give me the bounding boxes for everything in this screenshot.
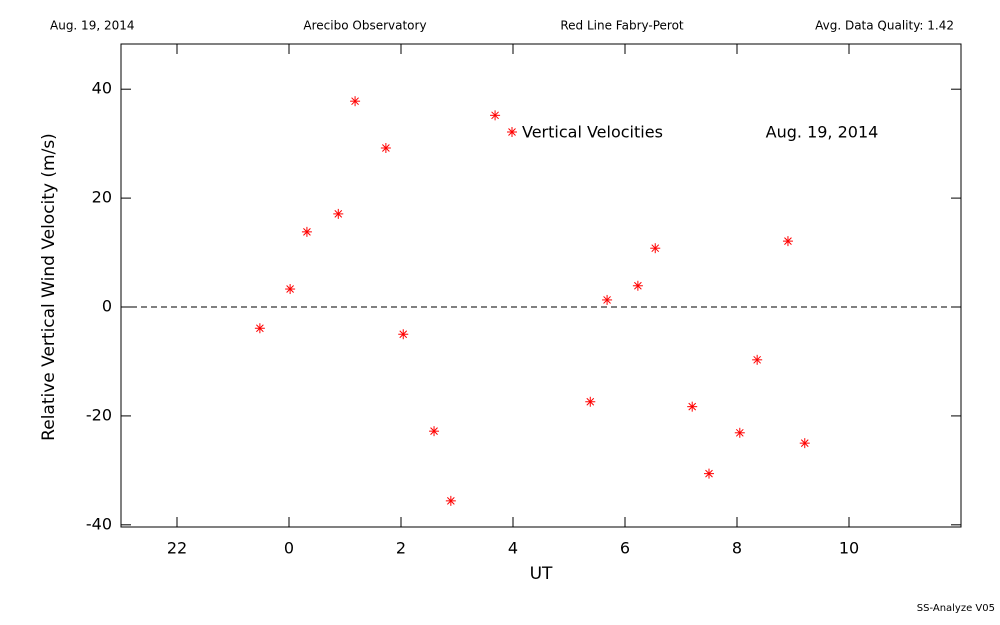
asterisk-stroke	[430, 427, 438, 436]
header-date: Aug. 19, 2014	[50, 19, 135, 33]
header-quality: Avg. Data Quality: 1.42	[815, 19, 954, 33]
asterisk-stroke	[286, 285, 294, 293]
point	[650, 243, 661, 254]
asterisk-stroke	[634, 281, 642, 290]
x-tick-label: 22	[167, 539, 187, 558]
x-tick-label: 10	[839, 539, 859, 558]
point	[333, 208, 344, 219]
point	[301, 226, 312, 237]
legend-symbol	[507, 127, 517, 137]
point	[632, 280, 643, 291]
x-tick-label: 0	[284, 539, 294, 558]
asterisk-stroke	[351, 97, 359, 106]
point	[687, 401, 698, 412]
footer: SS-Analyze V05	[917, 603, 995, 614]
point	[602, 294, 613, 305]
y-axis-label: Relative Vertical Wind Velocity (m/s)	[39, 133, 59, 441]
point	[704, 468, 714, 479]
asterisk-stroke	[651, 244, 660, 253]
asterisk-stroke	[382, 144, 390, 152]
point	[585, 396, 596, 407]
point	[398, 329, 409, 340]
asterisk-stroke	[256, 324, 264, 333]
y-tick-label: -20	[86, 405, 112, 424]
asterisk-stroke	[491, 111, 499, 120]
header-site: Arecibo Observatory	[303, 19, 426, 33]
legend-label: Vertical Velocities	[522, 123, 663, 142]
asterisk-stroke	[446, 497, 455, 505]
x-tick-label: 4	[508, 539, 518, 558]
y-tick-label: -40	[86, 514, 112, 533]
point	[285, 284, 296, 295]
y-tick-label: 0	[102, 297, 112, 316]
asterisk-stroke	[753, 355, 762, 364]
point	[429, 426, 440, 437]
y-tick-label: 20	[92, 188, 112, 207]
asterisk-stroke	[784, 237, 792, 245]
asterisk-stroke	[800, 439, 809, 447]
point	[490, 110, 501, 121]
point	[254, 323, 265, 334]
asterisk-stroke	[688, 402, 697, 411]
asterisk-stroke	[603, 296, 611, 304]
plot-frame	[120, 43, 962, 528]
asterisk-stroke	[399, 330, 408, 339]
x-tick-label: 8	[732, 539, 742, 558]
asterisk-stroke	[705, 469, 713, 478]
asterisk-stroke	[508, 128, 516, 136]
asterisk-stroke	[334, 210, 343, 218]
x-tick-label: 2	[396, 539, 406, 558]
asterisk-stroke	[586, 397, 595, 406]
point	[734, 427, 745, 438]
y-tick-label: 40	[92, 79, 112, 98]
header-instrument: Red Line Fabry-Perot	[560, 19, 684, 33]
point	[380, 143, 391, 154]
point	[445, 495, 456, 506]
annotation: Aug. 19, 2014	[766, 123, 879, 142]
point	[799, 438, 810, 449]
asterisk-stroke	[303, 228, 311, 236]
asterisk-stroke	[735, 428, 744, 437]
point	[752, 354, 763, 365]
x-tick-label: 6	[620, 539, 630, 558]
x-axis-label: UT	[530, 564, 553, 584]
point	[350, 96, 361, 107]
point	[782, 236, 793, 247]
